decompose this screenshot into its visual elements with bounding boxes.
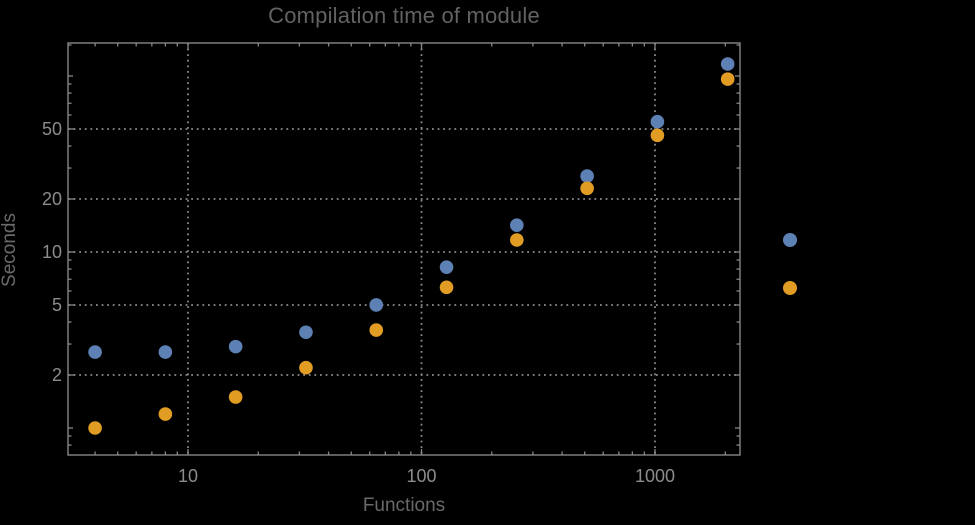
gridlines	[68, 43, 740, 455]
data-point	[510, 218, 524, 232]
x-tick-label: 1000	[635, 466, 675, 486]
data-point	[88, 345, 102, 359]
chart-title: Compilation time of module	[268, 3, 540, 28]
data-point	[580, 181, 594, 196]
legend-marker-blue-series	[783, 233, 797, 247]
x-tick-label: 10	[178, 466, 198, 486]
y-tick-label: 10	[42, 242, 62, 262]
series-blue-series	[88, 57, 735, 359]
axis-ticks	[68, 43, 740, 455]
x-axis-label: Functions	[362, 495, 446, 516]
series-orange-series	[88, 72, 735, 435]
legend	[783, 233, 797, 295]
x-tick-label: 100	[406, 466, 436, 486]
data-point	[228, 390, 243, 404]
data-point	[720, 57, 735, 71]
y-tick-label: 20	[42, 189, 62, 209]
data-point	[158, 345, 173, 359]
data-point	[228, 339, 243, 354]
data-point	[88, 421, 102, 435]
data-point	[650, 128, 665, 143]
data-point	[439, 260, 454, 274]
plot-frame	[67, 42, 741, 456]
data-point	[510, 233, 524, 247]
y-tick-label: 2	[52, 365, 62, 385]
data-point	[580, 169, 594, 183]
data-point	[299, 325, 313, 340]
data-point	[369, 298, 384, 312]
data-point	[720, 72, 735, 86]
y-tick-label: 50	[42, 119, 62, 139]
data-point	[439, 280, 454, 295]
data-point	[158, 407, 173, 421]
y-tick-label: 5	[52, 295, 62, 315]
tick-labels: 10 100 1000 2 5 10 20 50	[42, 119, 675, 486]
legend-marker-orange-series	[783, 281, 797, 295]
data-point	[299, 360, 313, 375]
data-point	[650, 114, 665, 129]
data-point	[369, 323, 384, 337]
